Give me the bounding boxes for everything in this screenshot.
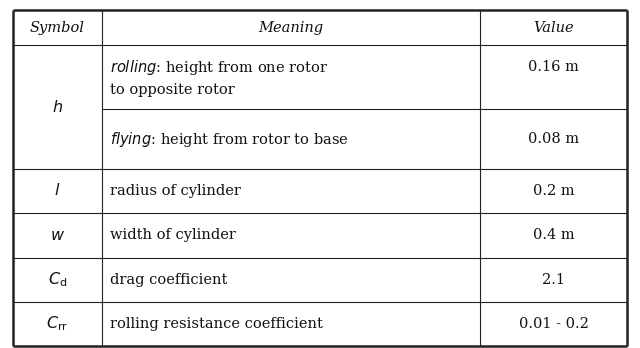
Text: 0.01 - 0.2: 0.01 - 0.2 [518, 317, 588, 331]
Text: width of cylinder: width of cylinder [110, 228, 236, 242]
Text: Meaning: Meaning [259, 21, 323, 35]
Text: rolling resistance coefficient: rolling resistance coefficient [110, 317, 323, 331]
Text: 2.1: 2.1 [542, 273, 565, 287]
Text: $h$: $h$ [52, 98, 63, 116]
Text: $w$: $w$ [50, 227, 65, 244]
Text: drag coefficient: drag coefficient [110, 273, 228, 287]
Text: 0.2 m: 0.2 m [532, 184, 574, 198]
Text: radius of cylinder: radius of cylinder [110, 184, 241, 198]
Text: Symbol: Symbol [30, 21, 84, 35]
Text: 0.16 m: 0.16 m [528, 60, 579, 74]
Text: $l$: $l$ [54, 182, 61, 199]
Text: $\mathit{flying}$: height from rotor to base: $\mathit{flying}$: height from rotor to … [110, 130, 349, 149]
Text: $\mathit{rolling}$: height from one rotor
to opposite rotor: $\mathit{rolling}$: height from one roto… [110, 58, 328, 97]
Text: 0.4 m: 0.4 m [532, 228, 574, 242]
Text: Value: Value [533, 21, 574, 35]
Text: $C_\mathrm{rr}$: $C_\mathrm{rr}$ [46, 315, 68, 333]
Text: $C_\mathrm{d}$: $C_\mathrm{d}$ [48, 270, 67, 289]
Text: 0.08 m: 0.08 m [528, 132, 579, 146]
